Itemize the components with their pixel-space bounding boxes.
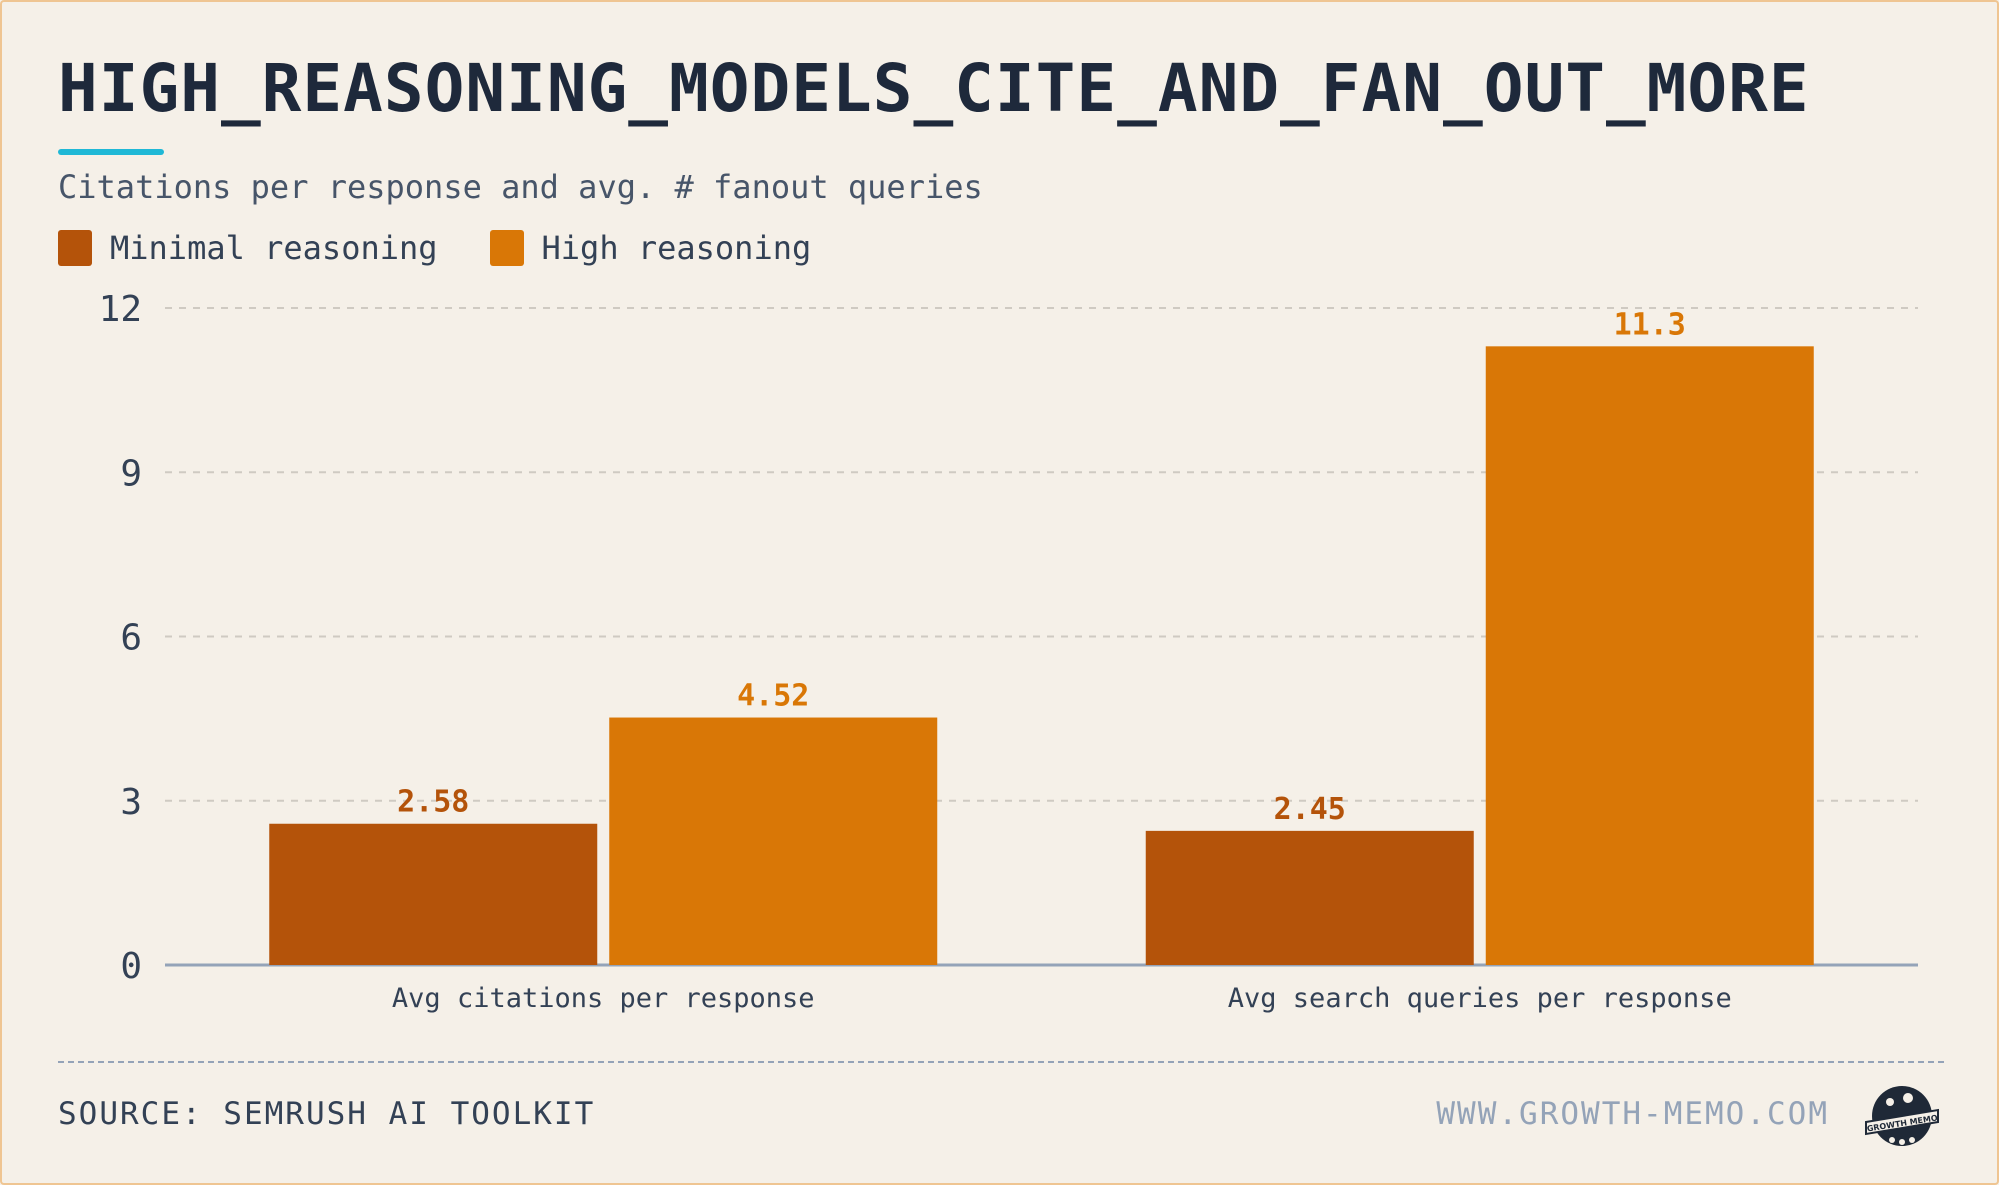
website-link[interactable]: WWW.GROWTH-MEMO.COM (1436, 1096, 1829, 1132)
chart-subtitle: Citations per response and avg. # fanout… (58, 168, 983, 206)
data-label: 2.45 (1274, 792, 1346, 827)
x-category-label: Avg search queries per response (1228, 983, 1732, 1014)
x-category-label: Avg citations per response (392, 983, 815, 1014)
legend-item-minimal-reasoning: Minimal reasoning (58, 229, 438, 267)
data-label: 2.58 (397, 785, 469, 820)
bar-minimal-0 (269, 823, 598, 965)
y-tick-label: 3 (120, 782, 142, 823)
legend-item-high-reasoning: High reasoning (489, 229, 812, 267)
source-label: SOURCE: SEMRUSH AI TOOLKIT (58, 1096, 596, 1132)
y-tick-label: 12 (99, 289, 142, 330)
legend: Minimal reasoning High reasoning (58, 229, 863, 267)
data-label: 4.52 (737, 679, 809, 714)
y-tick-label: 0 (120, 946, 142, 987)
data-label: 11.3 (1614, 307, 1686, 342)
chart-title: HIGH_REASONING_MODELS_CITE_AND_FAN_OUT_M… (58, 50, 1810, 127)
title-accent-line (58, 149, 164, 155)
legend-swatch-high (489, 230, 524, 266)
bar-chart: 0 3 6 9 12 2.58 4.52 Avg citations per response… (99, 289, 1918, 1014)
bar-high-1 (1485, 346, 1814, 965)
bar-high-0 (609, 717, 938, 965)
legend-swatch-minimal (58, 230, 92, 266)
growth-memo-logo: GROWTH MEMO (1865, 1086, 1939, 1146)
legend-label-minimal: Minimal reasoning (110, 229, 438, 267)
y-tick-label: 6 (120, 618, 142, 659)
legend-label-high: High reasoning (541, 229, 812, 267)
y-tick-label: 9 (120, 453, 142, 494)
bar-minimal-1 (1145, 830, 1474, 965)
footer-divider (58, 1061, 1944, 1063)
